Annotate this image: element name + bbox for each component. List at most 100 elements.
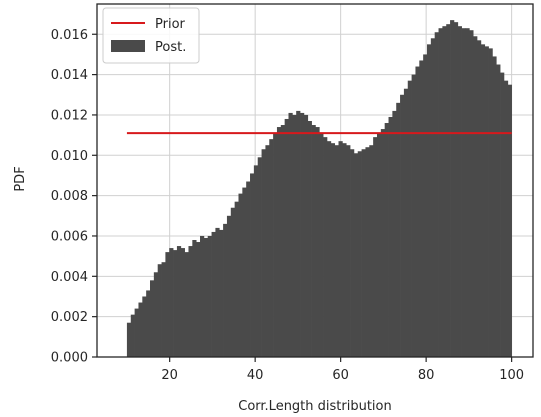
legend-post-swatch — [111, 40, 145, 52]
histogram-bar — [311, 125, 316, 358]
histogram-bar — [473, 36, 478, 357]
histogram-bar — [392, 110, 397, 357]
histogram-bar — [176, 246, 182, 357]
histogram-bar — [173, 250, 178, 357]
histogram-bar — [357, 151, 362, 357]
x-tick-label: 60 — [332, 368, 349, 383]
histogram-bar — [461, 28, 466, 357]
histogram-bar — [126, 322, 132, 357]
legend-post-label: Post. — [155, 40, 186, 55]
y-axis-ticks: 0.000 0.002 0.004 0.006 0.008 0.010 0.012 0.014… — [51, 28, 97, 366]
histogram-bar — [257, 157, 262, 357]
histogram-bar — [169, 248, 174, 357]
histogram-bar — [246, 181, 251, 357]
histogram-bar — [411, 74, 416, 357]
histogram-bar — [200, 235, 205, 357]
histogram-bar — [234, 201, 239, 357]
histogram-bar — [480, 44, 486, 357]
y-tick-label: 0.012 — [51, 108, 88, 123]
histogram-bar — [296, 110, 301, 357]
histogram-bar — [142, 296, 147, 357]
histogram-bar — [253, 165, 259, 357]
y-tick-label: 0.010 — [51, 149, 88, 164]
histogram-bar — [180, 248, 185, 357]
histogram-bar — [342, 143, 347, 357]
histogram-bar — [403, 88, 409, 357]
histogram-bar — [146, 290, 151, 357]
histogram-bar — [503, 80, 509, 357]
histogram-bar — [226, 215, 232, 357]
histogram-bar — [134, 308, 139, 357]
histogram-bar — [130, 314, 135, 357]
plot-frame — [96, 3, 534, 358]
histogram-bar — [453, 22, 459, 357]
histogram-bar — [488, 48, 493, 358]
histogram-bar — [261, 149, 266, 357]
histogram-bar — [353, 153, 359, 357]
histogram-bar — [161, 262, 166, 357]
histogram-bar — [157, 264, 162, 357]
histogram-bar — [196, 242, 201, 357]
histogram-bar — [496, 64, 501, 357]
histogram-bar — [219, 229, 224, 357]
histogram-bar — [477, 40, 482, 358]
histogram-bar — [400, 94, 405, 358]
y-axis-title: PDF — [13, 166, 28, 191]
histogram-bar — [276, 127, 282, 357]
histogram-bar — [507, 84, 512, 357]
histogram-bar — [407, 80, 412, 357]
histogram-bar — [426, 44, 432, 357]
histogram-bar — [307, 120, 312, 357]
histogram-bar — [388, 116, 393, 358]
histogram-bar — [188, 246, 193, 357]
histogram-bar — [415, 66, 420, 357]
histogram-bar — [465, 28, 470, 357]
histogram-bar — [492, 56, 497, 358]
histogram-bar — [369, 145, 374, 357]
histogram-bar — [450, 20, 455, 357]
histogram-bar — [384, 123, 389, 357]
legend: Prior Post. — [102, 7, 200, 64]
histogram-bar — [500, 72, 505, 357]
y-tick-label: 0.006 — [51, 229, 88, 244]
histogram-bar — [330, 143, 336, 357]
histogram-bar — [438, 28, 443, 357]
histogram-bar — [138, 302, 143, 357]
y-tick-label: 0.008 — [51, 189, 88, 204]
legend-prior-label: Prior — [155, 17, 186, 32]
histogram-bar — [242, 187, 247, 357]
histogram-bar — [469, 30, 474, 357]
histogram-bar — [165, 252, 170, 357]
histogram-bar — [446, 24, 451, 358]
histogram-bar — [269, 139, 274, 357]
histogram-bar — [423, 54, 428, 358]
histogram-bar — [238, 193, 243, 357]
histogram-bar — [365, 147, 370, 357]
histogram-bar — [319, 133, 324, 357]
y-tick-label: 0.016 — [51, 28, 88, 43]
posterior-histogram — [126, 20, 512, 358]
x-tick-label: 20 — [161, 368, 178, 383]
histogram-bar — [184, 252, 189, 357]
histogram-bar — [300, 112, 305, 357]
x-tick-label: 40 — [247, 368, 264, 383]
x-axis-title: Corr.Length distribution — [238, 399, 392, 414]
histogram-bar — [230, 207, 235, 357]
histogram-bar — [265, 145, 270, 357]
histogram-bar — [303, 114, 309, 357]
histogram-bar — [350, 149, 355, 357]
histogram-bar — [430, 38, 436, 357]
histogram-bar — [338, 141, 343, 357]
histogram-bar — [419, 60, 424, 357]
y-tick-label: 0.004 — [51, 270, 88, 285]
x-tick-label: 80 — [418, 368, 435, 383]
histogram-bar — [150, 280, 155, 357]
y-tick-label: 0.000 — [51, 351, 88, 366]
histogram-bar — [376, 133, 382, 357]
histogram-bar — [373, 137, 378, 357]
histogram-bar — [284, 118, 289, 357]
histogram-bar — [215, 227, 220, 357]
histogram-bar — [334, 145, 339, 357]
histogram-bar — [434, 32, 439, 358]
